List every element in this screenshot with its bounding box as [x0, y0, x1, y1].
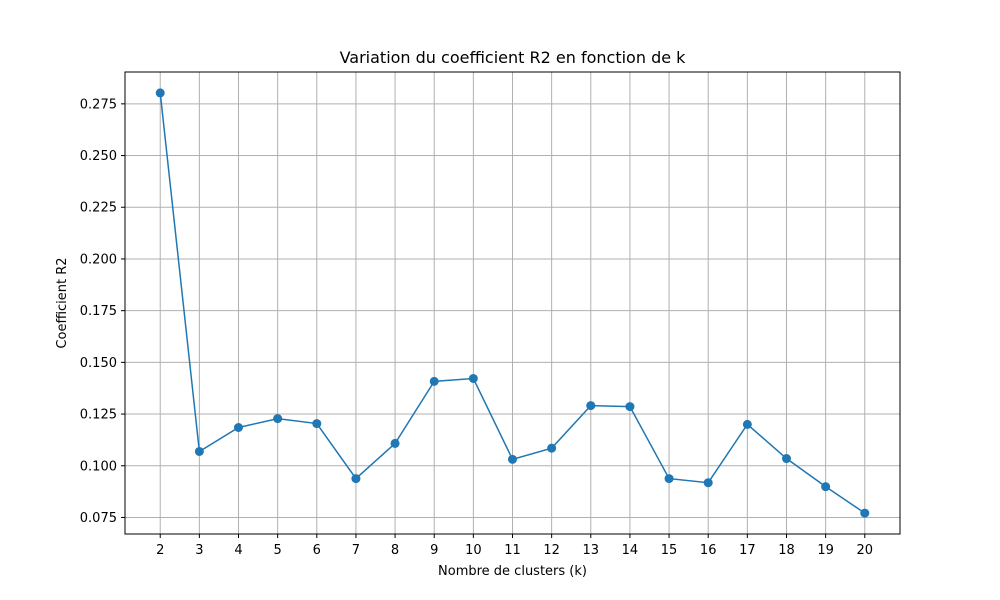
x-tick-label: 11: [504, 543, 521, 558]
x-tick-label: 17: [739, 543, 756, 558]
y-axis-title: Coefficient R2: [55, 257, 70, 348]
x-tick-label: 14: [622, 543, 639, 558]
x-tick-label: 4: [234, 543, 242, 558]
y-tick-label: 0.100: [80, 459, 117, 474]
y-tick-label: 0.075: [80, 511, 117, 526]
y-tick-label: 0.150: [80, 356, 117, 371]
x-tick-label: 5: [274, 543, 282, 558]
x-tick-label: 10: [465, 543, 482, 558]
data-point: [703, 478, 713, 488]
data-point: [547, 443, 557, 453]
data-point: [273, 414, 283, 424]
y-tick-label: 0.250: [80, 149, 117, 164]
data-point: [234, 422, 244, 432]
y-tick-label: 0.175: [80, 304, 117, 319]
y-tick-label: 0.275: [80, 97, 117, 112]
data-point: [664, 474, 674, 484]
x-tick-label: 16: [700, 543, 717, 558]
data-point: [351, 474, 361, 484]
y-tick-label: 0.200: [80, 252, 117, 267]
series-layer: [155, 88, 870, 518]
x-tick-label: 20: [856, 543, 873, 558]
x-tick-label: 6: [313, 543, 321, 558]
data-point: [781, 454, 791, 464]
data-point: [312, 419, 322, 429]
x-tick-label: 7: [352, 543, 360, 558]
x-tick-label: 13: [583, 543, 600, 558]
x-tick-label: 12: [543, 543, 560, 558]
data-point: [625, 402, 635, 412]
data-point: [821, 482, 831, 492]
x-tick-label: 19: [817, 543, 834, 558]
x-tick-label: 2: [156, 543, 164, 558]
x-tick-label: 18: [778, 543, 795, 558]
x-tick-label: 9: [430, 543, 438, 558]
data-point: [194, 446, 204, 456]
y-tick-label: 0.225: [80, 201, 117, 216]
grid-layer: [125, 72, 900, 534]
y-tick-label: 0.125: [80, 408, 117, 423]
x-tick-label: 8: [391, 543, 399, 558]
data-point: [155, 88, 165, 98]
x-tick-label: 15: [661, 543, 678, 558]
tick-layer: 2 3 4 5 6 7 8 9 10 11 12 13 14 15 16 17 18 19 20 0.075 0.100…: [80, 97, 873, 558]
data-point: [468, 373, 478, 383]
data-point: [508, 454, 517, 464]
data-point: [429, 376, 439, 386]
x-axis-title: Nombre de clusters (k): [438, 564, 587, 579]
data-point: [586, 401, 596, 411]
x-tick-label: 3: [195, 543, 203, 558]
data-point: [390, 438, 400, 448]
data-point: [860, 508, 870, 518]
chart-title: Variation du coefficient R2 en fonction …: [340, 48, 687, 67]
data-point: [742, 419, 752, 429]
